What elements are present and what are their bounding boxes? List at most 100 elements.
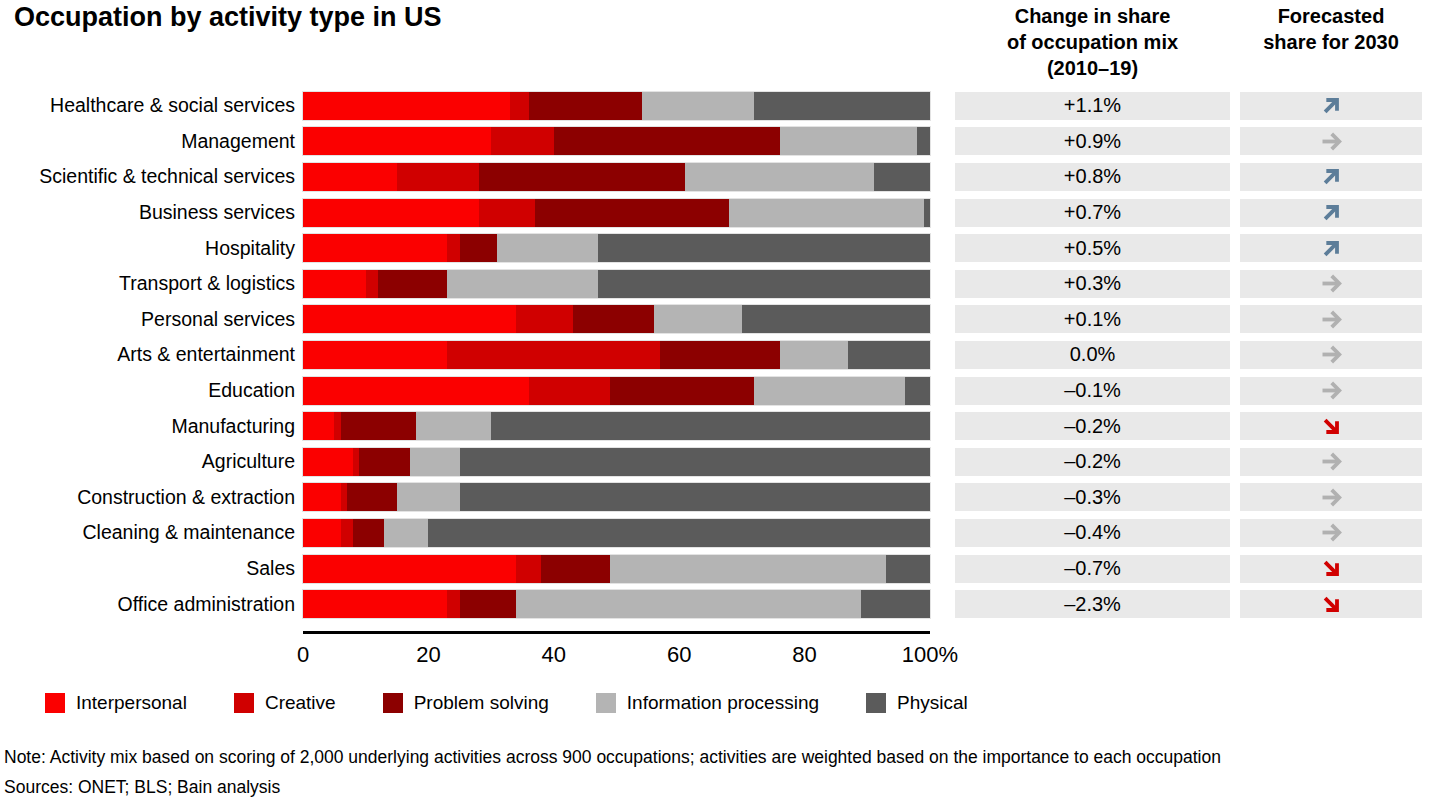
legend-item-physical: Physical — [866, 692, 968, 714]
bar-segment-interpersonal — [303, 590, 447, 618]
stacked-bar — [303, 412, 930, 440]
bar-segment-physical — [905, 377, 930, 405]
trend-arrow-icon — [1318, 448, 1345, 475]
occupation-label-manufacturing: Manufacturing — [0, 415, 295, 438]
bar-segment-information-processing — [780, 341, 849, 369]
bar-segment-physical — [460, 483, 930, 511]
bar-segment-problem-solving — [359, 448, 409, 476]
trend-arrow-icon — [1318, 519, 1345, 546]
bar-segment-problem-solving — [610, 377, 754, 405]
occupation-row: Arts & entertainment 0.0% — [0, 337, 1440, 373]
bar-segment-problem-solving — [347, 483, 397, 511]
trend-arrow-down — [1240, 412, 1422, 440]
footnotes: Note: Activity mix based on scoring of 2… — [4, 742, 1440, 802]
occupation-row: Office administration –2.3% — [0, 586, 1440, 622]
occupation-label-education: Education — [0, 379, 295, 402]
chart-rows: Healthcare & social services+1.1%Managem… — [0, 88, 1440, 622]
x-axis-tick-60: 60 — [667, 642, 691, 668]
bar-segment-interpersonal — [303, 412, 334, 440]
trend-arrow-icon — [1318, 128, 1345, 155]
trend-arrow-down — [1240, 555, 1422, 583]
legend-swatch-physical — [866, 693, 886, 713]
bar-segment-interpersonal — [303, 305, 516, 333]
bar-segment-physical — [886, 555, 930, 583]
bar-segment-information-processing — [729, 199, 923, 227]
change-value: –0.7% — [955, 555, 1230, 583]
legend-label: Information processing — [627, 692, 819, 714]
occupation-row: Scientific & technical services+0.8% — [0, 159, 1440, 195]
trend-arrow-up — [1240, 163, 1422, 191]
occupation-row: Management+0.9% — [0, 124, 1440, 160]
trend-arrow-flat — [1240, 377, 1422, 405]
bar-segment-interpersonal — [303, 127, 491, 155]
stacked-bar — [303, 377, 930, 405]
stacked-bar — [303, 341, 930, 369]
bar-segment-creative — [341, 519, 354, 547]
legend-label: Physical — [897, 692, 968, 714]
bar-segment-interpersonal — [303, 341, 447, 369]
bar-segment-information-processing — [654, 305, 742, 333]
change-value: –0.2% — [955, 448, 1230, 476]
change-value: –0.2% — [955, 412, 1230, 440]
change-value: –2.3% — [955, 590, 1230, 618]
legend-label: Problem solving — [414, 692, 549, 714]
stacked-bar — [303, 199, 930, 227]
stacked-bar — [303, 92, 930, 120]
bar-segment-information-processing — [754, 377, 904, 405]
trend-arrow-flat — [1240, 270, 1422, 298]
legend-label: Interpersonal — [76, 692, 187, 714]
occupation-row: Business services+0.7% — [0, 195, 1440, 231]
trend-arrow-flat — [1240, 341, 1422, 369]
occupation-label-arts-entertainment: Arts & entertainment — [0, 343, 295, 366]
bar-segment-physical — [848, 341, 930, 369]
occupation-row: Cleaning & maintenance –0.4% — [0, 515, 1440, 551]
trend-arrow-up — [1240, 199, 1422, 227]
change-value: 0.0% — [955, 341, 1230, 369]
x-axis-ticks: 020406080100% — [303, 634, 930, 668]
bar-segment-problem-solving — [460, 234, 498, 262]
bar-segment-interpersonal — [303, 163, 397, 191]
trend-arrow-flat — [1240, 483, 1422, 511]
bar-segment-creative — [447, 590, 460, 618]
bar-segment-physical — [742, 305, 930, 333]
occupation-row: Education–0.1% — [0, 373, 1440, 409]
bar-segment-information-processing — [384, 519, 428, 547]
x-axis-tick-0: 0 — [297, 642, 309, 668]
bar-segment-information-processing — [416, 412, 491, 440]
bar-segment-problem-solving — [460, 590, 516, 618]
occupation-label-office-administration: Office administration — [0, 593, 295, 616]
bar-segment-information-processing — [516, 590, 861, 618]
bar-segment-problem-solving — [554, 127, 780, 155]
change-value: +0.9% — [955, 127, 1230, 155]
occupation-label-cleaning-maintenance: Cleaning & maintenance — [0, 521, 295, 544]
legend: Interpersonal Creative Problem solving Info… — [45, 692, 1440, 714]
occupation-label-agriculture: Agriculture — [0, 450, 295, 473]
bar-segment-physical — [924, 199, 930, 227]
trend-arrow-flat — [1240, 305, 1422, 333]
change-value: +0.8% — [955, 163, 1230, 191]
bar-segment-creative — [479, 199, 535, 227]
bar-segment-physical — [460, 448, 930, 476]
change-value: –0.4% — [955, 519, 1230, 547]
bar-segment-interpersonal — [303, 270, 366, 298]
stacked-bar — [303, 555, 930, 583]
bar-segment-information-processing — [497, 234, 597, 262]
bar-segment-problem-solving — [341, 412, 416, 440]
x-axis-tick-20: 20 — [416, 642, 440, 668]
legend-swatch-problem-solving — [383, 693, 403, 713]
page-title: Occupation by activity type in US — [0, 3, 930, 33]
legend-swatch-information-processing — [596, 693, 616, 713]
bar-segment-information-processing — [397, 483, 460, 511]
bar-segment-creative — [491, 127, 554, 155]
bar-segment-physical — [428, 519, 930, 547]
change-value: +0.5% — [955, 234, 1230, 262]
x-axis: 020406080100% — [303, 631, 930, 668]
legend-item-interpersonal: Interpersonal — [45, 692, 187, 714]
occupation-label-business-services: Business services — [0, 201, 295, 224]
stacked-bar — [303, 448, 930, 476]
bar-segment-creative — [529, 377, 611, 405]
bar-segment-interpersonal — [303, 377, 529, 405]
legend-label: Creative — [265, 692, 336, 714]
occupation-label-sales: Sales — [0, 557, 295, 580]
trend-arrow-icon — [1318, 377, 1345, 404]
